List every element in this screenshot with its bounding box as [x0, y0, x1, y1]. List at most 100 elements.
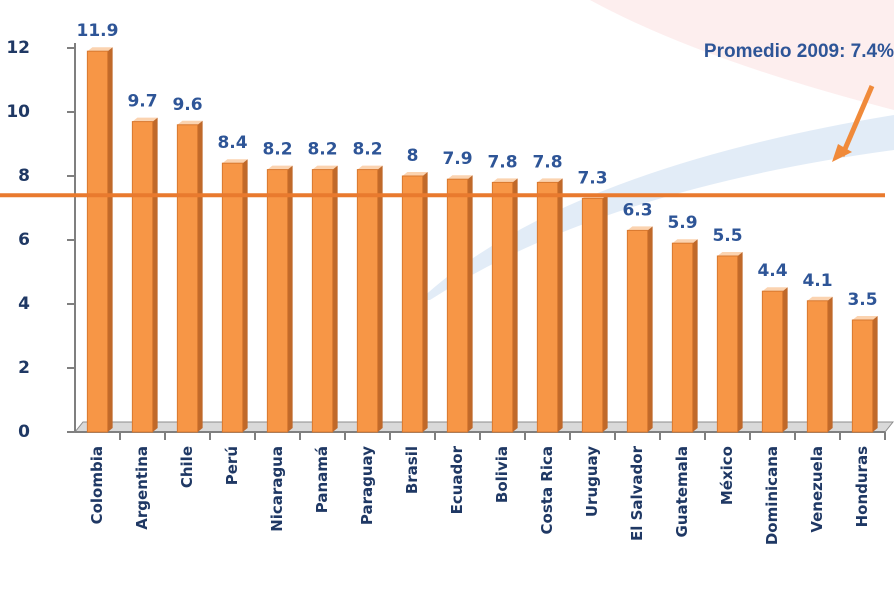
value-label: 6.3: [622, 200, 652, 220]
value-label: 8.2: [262, 140, 292, 160]
x-tick-label: Paraguay: [358, 446, 376, 525]
bar-side: [332, 165, 338, 432]
bar-top: [222, 159, 248, 164]
bar-top: [132, 117, 158, 122]
bar-side: [872, 316, 878, 432]
value-label: 11.9: [77, 21, 119, 41]
x-tick-label: Panamá: [313, 446, 331, 513]
value-label: 7.8: [487, 152, 517, 172]
bar-top: [447, 175, 473, 180]
bar-side: [377, 165, 383, 432]
value-label: 3.5: [847, 290, 877, 310]
bar: [311, 169, 334, 433]
bar-side: [782, 287, 788, 432]
bar: [176, 124, 199, 433]
bar-side: [107, 47, 113, 432]
y-tick-label: 10: [6, 102, 30, 122]
bar: [671, 242, 694, 433]
bar: [491, 181, 514, 433]
x-tick-label: Nicaragua: [268, 446, 286, 532]
x-tick-label: Uruguay: [583, 446, 601, 517]
bar-side: [422, 172, 428, 432]
x-tick-label: México: [718, 446, 736, 505]
bar: [581, 197, 604, 433]
bar: [446, 178, 469, 433]
bar: [131, 121, 154, 433]
bar: [266, 169, 289, 433]
bar: [401, 175, 424, 433]
bar: [536, 181, 559, 433]
bar-side: [827, 296, 833, 432]
bar-top: [312, 165, 338, 170]
y-tick-label: 2: [18, 358, 30, 378]
annotation-arrowhead: [832, 144, 852, 162]
value-label: 9.6: [172, 95, 202, 115]
y-tick-label: 6: [18, 230, 30, 250]
x-tick-label: Argentina: [133, 446, 151, 530]
value-label: 8: [407, 146, 419, 166]
bar: [716, 255, 739, 433]
y-tick-label: 0: [18, 422, 30, 442]
x-tick-label: Colombia: [88, 446, 106, 524]
bar-side: [152, 117, 158, 432]
bar-side: [737, 252, 743, 432]
value-label: 7.8: [532, 152, 562, 172]
bar-side: [557, 178, 563, 432]
bar-top: [177, 120, 203, 125]
bar-top: [357, 165, 383, 170]
bar-side: [242, 159, 248, 432]
x-tick-label: Perú: [223, 446, 241, 485]
value-label: 7.9: [442, 149, 472, 169]
y-tick-label: 12: [6, 38, 30, 58]
annotation-arrow: [839, 85, 875, 157]
bar-top: [762, 287, 788, 292]
bar-top: [717, 252, 743, 256]
background-swoosh: [420, 115, 894, 300]
value-label: 7.3: [577, 168, 607, 188]
value-label: 8.4: [217, 133, 247, 153]
x-tick-label: Bolivia: [493, 446, 511, 503]
x-tick-label: Ecuador: [448, 445, 466, 514]
y-tick-label: 8: [18, 166, 30, 186]
value-label: 4.1: [802, 271, 832, 291]
value-label: 8.2: [307, 140, 337, 160]
bar-side: [692, 239, 698, 432]
value-label: 9.7: [127, 92, 157, 112]
bar-side: [647, 226, 653, 432]
bar-top: [807, 296, 833, 301]
bar: [221, 162, 244, 433]
value-label: 8.2: [352, 140, 382, 160]
x-tick-label: Chile: [178, 446, 196, 488]
bar-top: [267, 165, 293, 170]
bar-side: [287, 165, 293, 432]
value-label: 5.9: [667, 213, 697, 233]
bar-side: [512, 178, 518, 432]
value-label: 4.4: [757, 261, 787, 281]
y-tick-label: 4: [18, 294, 30, 314]
bar-top: [492, 178, 518, 183]
x-tick-label: Venezuela: [808, 446, 826, 533]
bar-top: [627, 226, 653, 231]
bar: [626, 229, 649, 433]
bar: [356, 169, 379, 433]
background-swoosh: [590, 0, 894, 110]
x-tick-label: Guatemala: [673, 446, 691, 537]
bar-side: [602, 194, 608, 432]
bar: [806, 300, 829, 433]
bar: [86, 50, 109, 433]
bar-top: [87, 47, 113, 52]
x-tick-label: Costa Rica: [538, 446, 556, 534]
bar: [761, 290, 784, 433]
x-tick-label: El Salvador: [628, 445, 646, 541]
x-tick-label: Honduras: [853, 446, 871, 527]
bar-top: [537, 178, 563, 183]
x-tick-label: Dominicana: [763, 446, 781, 545]
bar-side: [197, 120, 203, 433]
x-tick-label: Brasil: [403, 446, 421, 494]
annotation: Promedio 2009: 7.4%: [704, 41, 894, 62]
bar: [851, 319, 874, 433]
bar-top: [402, 172, 428, 176]
bar-side: [467, 175, 473, 432]
bar-top: [672, 239, 698, 244]
